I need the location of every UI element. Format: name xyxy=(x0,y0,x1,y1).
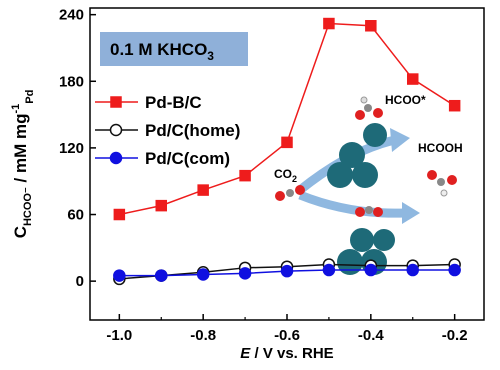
inset-label: HCOOH xyxy=(418,141,463,155)
atom xyxy=(427,170,437,180)
atom xyxy=(360,96,368,104)
x-axis-label: E / V vs. RHE xyxy=(240,345,333,362)
x-tick-label: -0.6 xyxy=(274,327,300,344)
atom xyxy=(373,229,395,251)
x-tick-label: -0.8 xyxy=(190,327,216,344)
atom xyxy=(350,228,374,252)
annotation: 0.1 M KHCO3 xyxy=(110,40,214,63)
marker xyxy=(239,169,251,182)
annotation-sub: 3 xyxy=(207,49,214,63)
atom xyxy=(447,175,457,185)
atom xyxy=(275,191,285,201)
x-label-part: E xyxy=(240,345,251,362)
arrow-head xyxy=(402,202,420,224)
y-axis-label: CHCOO⁻ / mM mg-1Pd xyxy=(10,90,36,239)
x-label-part: / V vs. RHE xyxy=(250,345,333,362)
y-label-part: HCOO⁻ xyxy=(22,187,34,226)
marker xyxy=(238,267,252,280)
atom xyxy=(286,189,294,197)
y-tick-label: 120 xyxy=(59,140,84,157)
atom xyxy=(355,110,365,120)
marker xyxy=(280,264,294,278)
inset-label-part: CO xyxy=(274,167,292,181)
marker xyxy=(364,263,378,277)
marker xyxy=(281,136,293,149)
atom xyxy=(437,178,445,186)
arrow xyxy=(298,190,406,218)
atom xyxy=(355,207,365,217)
marker xyxy=(448,263,461,277)
marker xyxy=(113,269,126,282)
marker xyxy=(155,199,168,212)
atom xyxy=(295,185,305,195)
atom xyxy=(352,162,378,188)
inset-label: CO2 xyxy=(274,167,297,184)
legend-marker xyxy=(110,96,122,108)
marker xyxy=(196,268,210,281)
y-label-part: Pd xyxy=(24,90,36,104)
inset-label-part: 2 xyxy=(292,174,297,184)
marker xyxy=(448,99,461,112)
x-tick-label: -1.0 xyxy=(106,327,132,344)
marker xyxy=(365,20,377,32)
atom xyxy=(365,206,373,214)
marker xyxy=(155,269,168,282)
arrow-head xyxy=(390,128,410,152)
atom xyxy=(440,189,448,197)
inset-illustration: HCOO* HCOOH CO2 xyxy=(274,93,463,275)
legend-marker xyxy=(109,123,123,137)
atom xyxy=(327,162,353,188)
legend-label: Pd/C(home) xyxy=(145,121,240,140)
atom xyxy=(363,123,387,147)
marker xyxy=(113,208,126,221)
atom xyxy=(339,142,365,168)
marker xyxy=(323,17,335,30)
marker xyxy=(322,263,336,277)
y-label-part: -1 xyxy=(10,104,22,114)
legend-label: Pd/C(com) xyxy=(145,149,230,168)
y-tick-label: 180 xyxy=(59,73,84,90)
x-tick-label: -0.4 xyxy=(358,327,385,344)
y-tick-label: 60 xyxy=(67,207,84,224)
legend-label: Pd-B/C xyxy=(145,93,202,112)
x-tick-label: -0.2 xyxy=(442,327,468,344)
y-tick-label: 240 xyxy=(59,7,84,24)
atom xyxy=(373,108,383,118)
marker xyxy=(197,184,209,196)
y-tick-label: 0 xyxy=(76,273,84,290)
inset-label: HCOO* xyxy=(385,93,426,107)
annotation-text: 0.1 M KHCO xyxy=(110,40,207,59)
atom xyxy=(373,207,383,217)
atom xyxy=(337,249,363,275)
annotation-box xyxy=(100,32,248,66)
marker xyxy=(406,263,419,277)
y-label-part: C xyxy=(11,226,30,238)
marker xyxy=(406,73,419,85)
y-label-part: / mM mg xyxy=(11,114,30,188)
atom xyxy=(364,104,372,112)
legend-marker xyxy=(109,151,123,165)
